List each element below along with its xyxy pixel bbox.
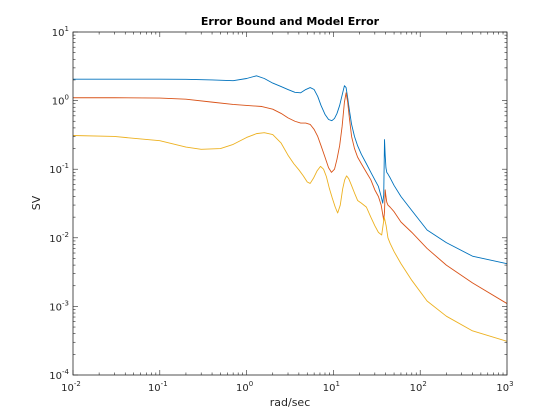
x-tick-label-0: 10-2 xyxy=(61,380,81,394)
x-tick-label-5: 103 xyxy=(496,380,513,394)
axes-box xyxy=(72,31,508,376)
series-layer xyxy=(73,75,507,342)
x-tick-label-1: 10-1 xyxy=(148,380,168,394)
y-tick-label-1: 10-3 xyxy=(49,299,69,313)
plot-area xyxy=(73,32,507,375)
x-tick-label-3: 101 xyxy=(323,380,340,394)
x-tick-label-2: 100 xyxy=(236,380,253,394)
y-tick-label-0: 10-4 xyxy=(49,368,69,382)
chart-title: Error Bound and Model Error xyxy=(201,15,380,28)
x-axis-label: rad/sec xyxy=(270,396,311,409)
y-tick-label-5: 101 xyxy=(52,25,69,39)
series-line-1 xyxy=(73,75,507,265)
ticks-layer: 10-2 10-1 100 101 102 103 10-4 10-3 10-2 10-1 100 1… xyxy=(49,25,513,394)
series-line-3 xyxy=(73,132,507,342)
y-tick-label-4: 100 xyxy=(52,94,69,108)
series-line-2 xyxy=(73,92,507,304)
y-tick-label-3: 10-1 xyxy=(49,162,69,176)
y-tick-label-2: 10-2 xyxy=(49,231,69,245)
x-tick-label-4: 102 xyxy=(410,380,427,394)
y-axis-label: SV xyxy=(30,195,43,210)
